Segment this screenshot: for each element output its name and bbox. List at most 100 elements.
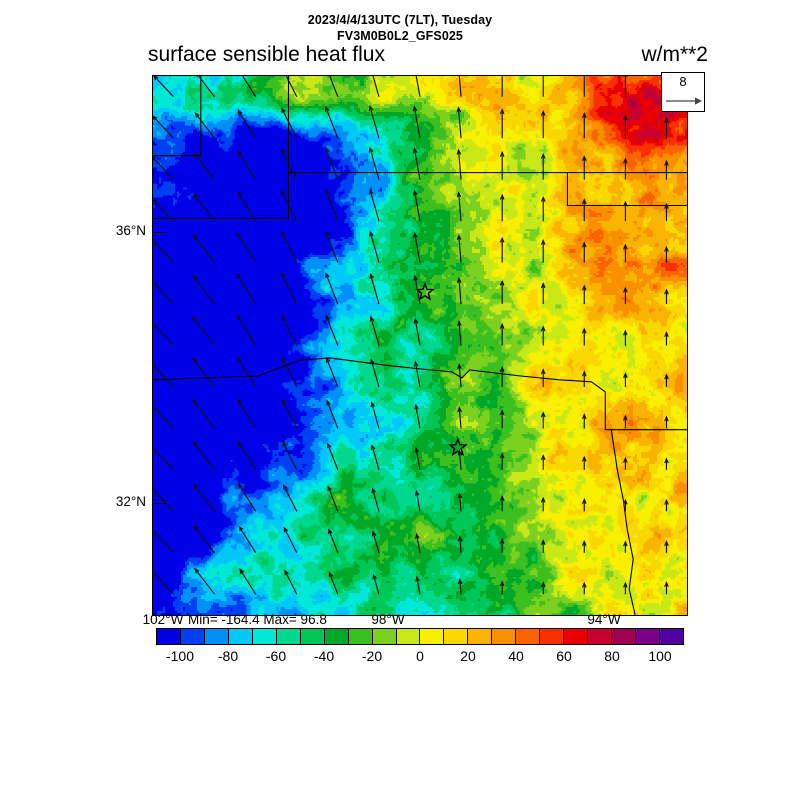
- wind-vector-head: [499, 537, 505, 544]
- wind-vector-head: [368, 105, 374, 112]
- wind-vector-head: [499, 150, 505, 157]
- wind-vector-head: [284, 569, 289, 576]
- wind-vector-shaft: [236, 315, 257, 346]
- wind-vector-head: [237, 109, 243, 116]
- wind-vector-shaft: [241, 76, 257, 98]
- wind-vector-shaft: [414, 318, 421, 346]
- colorbar-segment: [228, 629, 253, 644]
- wind-vector-head: [194, 567, 200, 574]
- wind-vector-head: [192, 274, 198, 281]
- wind-vector-head: [372, 573, 377, 580]
- wind-vector-head: [581, 241, 587, 248]
- wind-vector-head: [368, 146, 374, 153]
- wind-vector-head: [325, 230, 330, 237]
- wind-vector-shaft: [194, 568, 216, 595]
- wind-vector-head: [412, 147, 418, 154]
- wind-vector-shaft: [282, 484, 298, 512]
- wind-vector-shaft: [193, 526, 216, 554]
- wind-vector-shaft: [369, 106, 380, 139]
- wind-vector-head: [457, 492, 463, 499]
- colorbar-tick-label: 100: [648, 648, 672, 664]
- wind-vector-head: [236, 314, 242, 321]
- wind-vector-shaft: [237, 150, 257, 180]
- wind-vector-shaft: [153, 529, 174, 554]
- wind-vector-shaft: [236, 232, 257, 263]
- wind-vector-shaft: [192, 275, 216, 305]
- wind-vector-head: [412, 105, 418, 112]
- wind-vector-head: [280, 272, 286, 279]
- wind-vector-head: [499, 452, 505, 459]
- border-ks-mo-ar: [566, 172, 687, 207]
- wind-vector-head: [457, 363, 462, 370]
- wind-vector-shaft: [329, 76, 339, 97]
- wind-vector-shaft: [327, 443, 339, 471]
- wind-vector-shaft: [458, 407, 462, 429]
- wind-vector-shaft: [413, 190, 421, 222]
- wind-vector-head: [499, 108, 505, 115]
- wind-vector-shaft: [328, 529, 339, 554]
- colorbar-tick-label: -60: [265, 648, 287, 664]
- wind-vector-shaft: [153, 571, 174, 595]
- wind-vector-head: [540, 368, 546, 375]
- wind-vector-head: [456, 148, 462, 155]
- wind-vector-head: [327, 485, 332, 492]
- wind-vector-head: [581, 413, 587, 420]
- wind-vector-shaft: [326, 400, 339, 429]
- colorbar-segment: [420, 629, 445, 644]
- colorbar-segment: [204, 629, 229, 644]
- wind-vector-head: [371, 530, 377, 537]
- wind-vector-head: [664, 498, 669, 505]
- wind-vector-head: [281, 356, 286, 363]
- colorbar-segment: [396, 629, 421, 644]
- wind-vector-head: [192, 193, 199, 199]
- wind-vector-shaft: [194, 153, 216, 180]
- colorbar-tick-labels: -100 -80 -60 -40 -20 0 20 40 60 80 100: [0, 648, 800, 668]
- wind-vector-shaft: [415, 447, 421, 470]
- wind-vector-shaft: [372, 531, 380, 553]
- wind-vector-head: [153, 197, 156, 202]
- wind-vector-head: [623, 243, 628, 250]
- wind-vector-shaft: [458, 450, 462, 470]
- wind-vector-head: [499, 495, 505, 501]
- wind-vector-shaft: [415, 404, 421, 429]
- wind-vector-head: [325, 272, 330, 279]
- wind-vector-shaft: [370, 316, 380, 346]
- wind-vector-shaft: [236, 357, 257, 388]
- lon-tick-label: 98°W: [371, 612, 405, 627]
- colorbar-tick-label: 20: [460, 648, 476, 664]
- wind-vector-head: [193, 525, 199, 532]
- wind-vector-shaft: [153, 488, 174, 512]
- wind-vector-shaft: [325, 189, 339, 222]
- wind-vector-shaft: [192, 234, 216, 263]
- wind-vector-head: [581, 155, 587, 162]
- wind-vector-shaft: [370, 274, 380, 305]
- wind-vector-head: [540, 411, 546, 418]
- wind-vector-head: [414, 403, 419, 410]
- wind-vector-head: [280, 230, 286, 237]
- wind-vector-shaft: [237, 110, 257, 139]
- colorbar[interactable]: [156, 628, 684, 645]
- wind-vector-shaft: [458, 278, 462, 305]
- wind-vector-head: [664, 116, 669, 123]
- wind-vector-head: [623, 286, 628, 293]
- lon-tick-label: 94°W: [587, 612, 621, 627]
- wind-vector-head: [281, 107, 286, 114]
- colorbar-segment: [372, 629, 397, 644]
- wind-vector-shaft: [192, 316, 216, 346]
- wind-vector-head: [237, 440, 243, 447]
- wind-vector-shaft: [194, 112, 216, 139]
- wind-vector-shaft: [370, 359, 380, 388]
- colorbar-tick-label: 60: [556, 648, 572, 664]
- wind-vector-shaft: [457, 150, 462, 180]
- colorbar-segment: [540, 629, 565, 644]
- border-tx-la-river: [610, 429, 636, 615]
- wind-vector-head: [370, 401, 375, 408]
- wind-vector-head: [540, 195, 546, 202]
- wind-vector-shaft: [369, 147, 380, 180]
- wind-vector-head: [664, 415, 669, 422]
- wind-vector-shaft: [458, 321, 462, 346]
- wind-vector-head: [499, 193, 505, 200]
- wind-vector-head: [540, 496, 546, 503]
- wind-vector-head: [456, 276, 462, 284]
- wind-vector-head: [191, 316, 198, 322]
